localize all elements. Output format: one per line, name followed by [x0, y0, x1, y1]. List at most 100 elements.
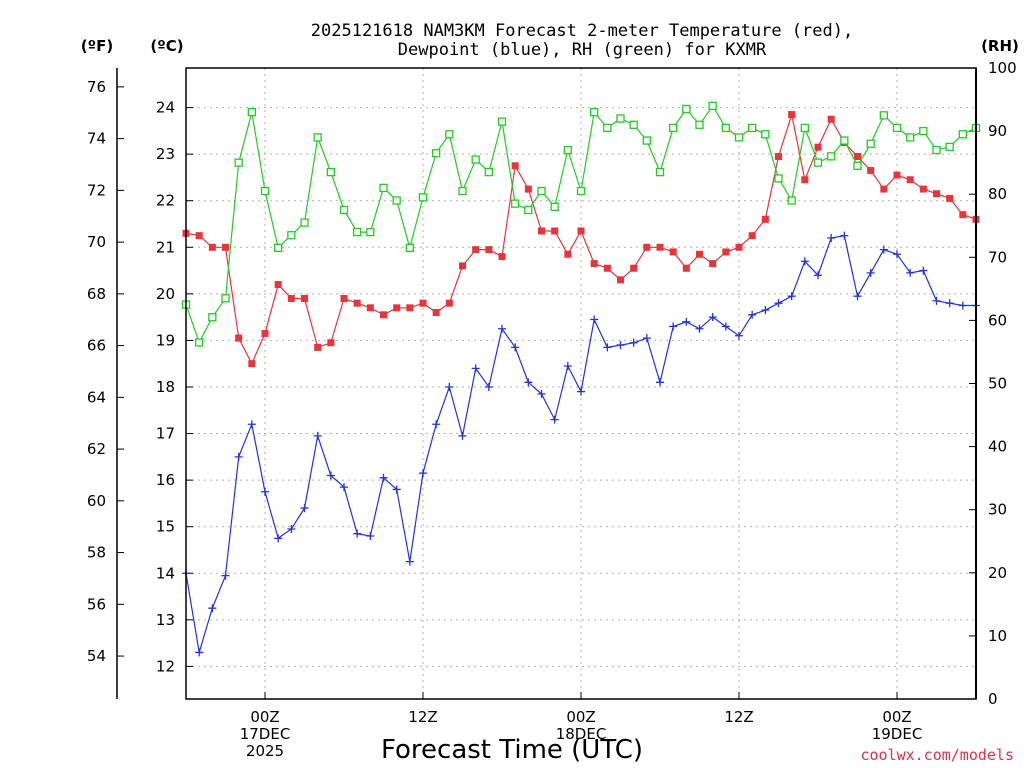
temperature-point — [748, 232, 756, 240]
rh-point — [669, 123, 678, 133]
rh-point — [392, 196, 401, 205]
rh-point — [432, 149, 441, 158]
series-rh — [181, 101, 981, 347]
temperature-point — [722, 248, 730, 256]
fahrenheit-tick-label: 64 — [87, 388, 106, 406]
rh-point — [800, 123, 809, 133]
fahrenheit-tick-label: 76 — [87, 78, 106, 96]
temperature-point — [208, 243, 216, 251]
dewpoint-point — [721, 322, 730, 331]
dewpoint-point — [642, 334, 651, 343]
temperature-point — [577, 227, 585, 235]
dewpoint-point — [458, 431, 467, 440]
fahrenheit-tick-label: 54 — [87, 647, 106, 665]
rh-point — [484, 167, 493, 177]
rh-point — [445, 130, 454, 139]
temperature-point — [195, 232, 203, 240]
temperature-point — [406, 304, 414, 312]
rh-point — [260, 186, 270, 196]
fahrenheit-tick-label: 68 — [87, 285, 106, 303]
rh-point — [866, 139, 875, 148]
temperature-point — [801, 176, 809, 184]
rh-point — [695, 120, 704, 129]
dewpoint-point — [735, 331, 743, 340]
temperature-point — [854, 152, 861, 160]
rh-point — [300, 218, 309, 227]
celsius-tick-label: 18 — [156, 378, 175, 396]
celsius-tick-label: 19 — [156, 331, 175, 349]
rh-axis: 0 10 20 30 40 50 60 70 80 90 100 — [969, 59, 1017, 708]
temperature-point — [248, 360, 256, 368]
dewpoint-point — [893, 250, 901, 259]
rh-tick-label: 10 — [988, 627, 1007, 645]
rh-point — [774, 174, 783, 183]
dewpoint-point — [537, 389, 546, 398]
rh-point — [840, 136, 849, 145]
fahrenheit-axis: 54 56 58 60 62 64 66 68 70 72 74 76 — [87, 68, 124, 699]
temperature-point — [590, 260, 598, 268]
dewpoint-point — [866, 268, 875, 277]
time-tick-label: 12Z — [724, 708, 753, 726]
temperature-point — [353, 299, 361, 307]
temperature-point — [696, 250, 703, 258]
rh-tick-label: 60 — [988, 311, 1007, 329]
chart-title-line2: Dewpoint (blue), RH (green) for KXMR — [398, 40, 767, 60]
temperature-point — [788, 111, 796, 119]
temperature-point — [432, 308, 440, 316]
dewpoint-point — [945, 299, 954, 308]
dewpoint-point — [616, 341, 625, 350]
dewpoint-point — [326, 471, 335, 480]
dewpoint-point — [379, 473, 388, 482]
rh-point — [418, 193, 428, 202]
rh-point — [787, 196, 796, 205]
fahrenheit-tick-label: 72 — [87, 181, 106, 199]
rh-tick-label: 70 — [988, 248, 1007, 266]
dewpoint-point — [195, 648, 204, 657]
time-tick-label: 00Z — [882, 708, 911, 726]
rh-point — [511, 199, 520, 208]
rh-point — [524, 205, 533, 215]
temperature-point — [735, 243, 743, 251]
dewpoint-point — [524, 378, 533, 387]
temperature-point — [235, 334, 243, 342]
rh-point — [892, 123, 902, 133]
time-tick-label: 17DEC — [240, 725, 291, 743]
dewpoint-point — [932, 296, 941, 305]
temperature-point — [603, 264, 611, 272]
rh-point — [339, 205, 349, 215]
temperature-point — [498, 253, 506, 261]
celsius-tick-label: 24 — [156, 99, 175, 117]
rh-point — [945, 142, 954, 152]
celsius-tick-label: 16 — [156, 471, 175, 489]
time-tick-label: 12Z — [408, 708, 437, 726]
dewpoint-point — [708, 313, 717, 322]
rh-point — [721, 123, 730, 133]
temperature-point — [682, 264, 690, 272]
temperature-point — [551, 227, 559, 235]
celsius-tick-label: 12 — [156, 657, 175, 675]
rh-point — [379, 183, 388, 193]
temperature-point — [485, 246, 493, 254]
dewpoint-point — [221, 571, 230, 580]
dewpoint-point — [906, 268, 915, 277]
temperature-point — [287, 295, 295, 303]
rh-point — [827, 152, 836, 161]
rh-point — [603, 123, 612, 133]
temperature-point — [906, 176, 914, 184]
series-layer — [181, 101, 981, 657]
rh-tick-label: 90 — [988, 122, 1007, 140]
temperature-point — [274, 281, 282, 289]
dewpoint-point — [814, 271, 822, 280]
rh-point — [590, 108, 599, 117]
rh-point — [958, 130, 967, 139]
dewpoint-point — [511, 343, 520, 352]
rh-point — [287, 231, 296, 240]
temperature-point — [669, 248, 677, 256]
temperature-point — [630, 264, 638, 272]
rh-point — [616, 114, 625, 123]
dewpoint-point — [682, 317, 691, 326]
celsius-tick-label: 17 — [156, 425, 175, 443]
rh-point — [195, 338, 204, 347]
fahrenheit-tick-label: 62 — [87, 440, 106, 458]
